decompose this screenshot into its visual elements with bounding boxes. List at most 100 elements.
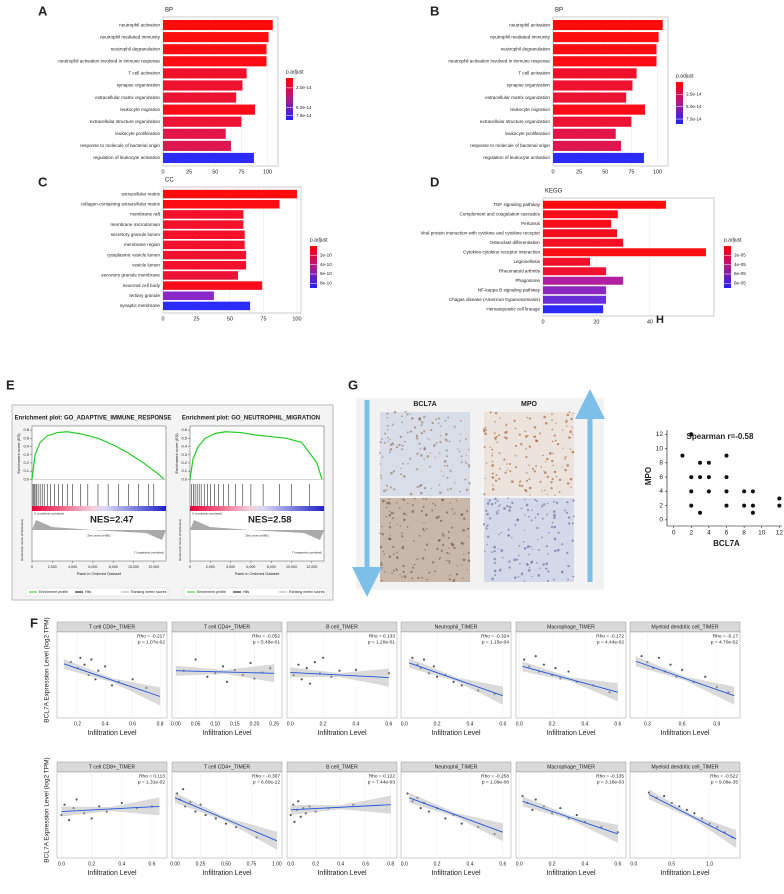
x-tick-label: 100 bbox=[653, 169, 662, 175]
rank-strip bbox=[32, 506, 166, 511]
ihc-texture bbox=[497, 509, 500, 512]
ihc-texture bbox=[456, 565, 459, 567]
ihc-texture bbox=[536, 513, 539, 516]
p-label: p = 3.16e-03 bbox=[597, 779, 624, 785]
ihc-texture bbox=[396, 551, 398, 554]
ihc-texture bbox=[404, 411, 407, 413]
point bbox=[460, 822, 463, 825]
x-tick-label: 0.05 bbox=[191, 721, 201, 727]
ihc-texture bbox=[491, 476, 495, 479]
p-label: p = 1.15e-04 bbox=[482, 639, 509, 645]
ihc-texture bbox=[493, 557, 497, 561]
ihc-texture bbox=[443, 464, 446, 467]
ihc-texture bbox=[462, 542, 465, 545]
x-tick-label: 1.0 bbox=[706, 861, 713, 867]
ihc-texture bbox=[527, 569, 531, 572]
ihc-texture bbox=[541, 490, 543, 492]
category-label: leukocyte migration bbox=[510, 107, 550, 112]
ihc-texture bbox=[518, 484, 521, 487]
x-tick-label: 0.6 bbox=[148, 861, 155, 867]
point bbox=[742, 489, 747, 494]
ihc-texture bbox=[573, 412, 575, 414]
bar bbox=[163, 240, 245, 250]
panel-title: Neutrophil_TIMER bbox=[435, 624, 478, 630]
category-label: neutrophil activation involved in immune… bbox=[448, 59, 550, 64]
ihc-texture bbox=[491, 551, 493, 554]
ihc-texture bbox=[526, 546, 529, 549]
ihc-texture bbox=[446, 551, 449, 555]
bar bbox=[553, 44, 657, 55]
ihc-texture bbox=[445, 449, 448, 452]
point bbox=[322, 656, 325, 659]
fit-line bbox=[522, 800, 618, 835]
ihc-texture bbox=[435, 418, 438, 421]
ihc-texture bbox=[380, 477, 383, 479]
ihc-texture bbox=[467, 551, 470, 554]
bar bbox=[543, 248, 706, 257]
ihc-texture bbox=[431, 509, 434, 512]
point bbox=[777, 496, 782, 501]
ihc-texture bbox=[413, 426, 417, 429]
panel-label: C bbox=[38, 174, 48, 189]
ihc-texture bbox=[567, 516, 571, 519]
ihc-texture bbox=[498, 452, 501, 454]
rho-label: Rho = -0.324 bbox=[481, 633, 509, 639]
ihc-texture bbox=[546, 475, 549, 479]
chart-title: Spearman r=-0.58 bbox=[687, 432, 754, 441]
ihc-texture bbox=[554, 549, 557, 553]
ihc-texture bbox=[441, 543, 445, 547]
ihc-texture bbox=[448, 440, 451, 443]
ihc-texture bbox=[572, 575, 575, 578]
ihc-texture bbox=[553, 537, 557, 541]
ihc-texture bbox=[554, 439, 557, 442]
ihc-texture bbox=[459, 440, 461, 442]
bar bbox=[543, 238, 624, 247]
panel-label: F bbox=[30, 615, 38, 630]
colorbar-label: 4e-10 bbox=[320, 262, 332, 267]
category-label: NF-kappa B signaling pathway bbox=[478, 287, 541, 292]
panel-label: A bbox=[38, 3, 48, 18]
ihc-texture bbox=[500, 532, 503, 534]
rho-label: Rho = 0.122 bbox=[369, 773, 396, 779]
ihc-texture bbox=[495, 435, 498, 439]
x-tick-label: 0 bbox=[31, 565, 33, 569]
colorbar-label: 2.5e-14 bbox=[686, 92, 702, 97]
ihc-texture bbox=[493, 545, 496, 549]
ihc-texture bbox=[523, 498, 526, 501]
x-tick-label: 0.0 bbox=[287, 721, 294, 727]
x-tick-label: 0 bbox=[551, 169, 554, 175]
ihc-texture bbox=[434, 504, 437, 507]
category-label: extracellular matrix organization bbox=[485, 95, 550, 100]
ihc-texture bbox=[400, 467, 402, 470]
ihc-texture bbox=[547, 570, 550, 573]
ihc-texture bbox=[389, 438, 391, 441]
ihc-texture bbox=[409, 457, 412, 460]
ihc-texture bbox=[460, 564, 463, 566]
x-tick-label: 0.2 bbox=[434, 721, 441, 727]
ihc-texture bbox=[383, 571, 386, 573]
y-tick-label: 0.3 bbox=[23, 452, 29, 457]
rho-label: Rho = -0.522 bbox=[710, 773, 738, 779]
ihc-texture bbox=[395, 446, 399, 449]
ihc-texture bbox=[506, 505, 509, 507]
ihc-texture bbox=[381, 532, 384, 536]
bar bbox=[553, 128, 616, 139]
category-label: leukocyte proliferation bbox=[115, 131, 160, 136]
x-tick-label: 4 bbox=[707, 530, 711, 537]
ihc-texture bbox=[555, 475, 558, 478]
ihc-texture bbox=[501, 556, 504, 559]
point bbox=[419, 807, 422, 810]
ihc-image bbox=[380, 498, 470, 582]
panel-title: Macrophage_TIMER bbox=[547, 624, 595, 630]
x-tick-label: 0.6 bbox=[129, 721, 136, 727]
point bbox=[693, 812, 696, 815]
category-label: Phagosome bbox=[515, 278, 540, 283]
x-tick-label: 0.0 bbox=[58, 861, 65, 867]
ihc-texture bbox=[499, 568, 502, 571]
x-axis-label: Infiltration Level bbox=[431, 730, 480, 737]
chart-title: BP bbox=[555, 8, 563, 14]
ihc-texture bbox=[493, 549, 496, 553]
ihc-texture bbox=[526, 509, 530, 512]
x-tick-label: 0.50 bbox=[221, 861, 231, 867]
ihc-texture bbox=[482, 429, 486, 433]
